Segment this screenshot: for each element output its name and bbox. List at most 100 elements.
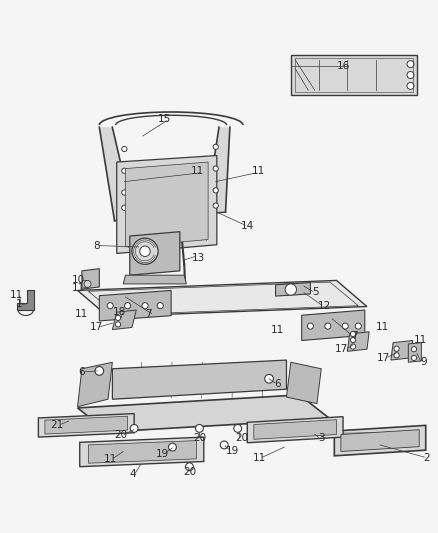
Text: 17: 17: [335, 344, 348, 354]
Circle shape: [116, 322, 120, 327]
Polygon shape: [117, 156, 217, 254]
Circle shape: [350, 344, 356, 349]
Polygon shape: [125, 162, 208, 247]
Polygon shape: [341, 430, 419, 451]
Circle shape: [122, 190, 127, 195]
Polygon shape: [302, 310, 365, 341]
Circle shape: [195, 424, 203, 432]
Text: 3: 3: [318, 433, 325, 443]
Polygon shape: [82, 269, 99, 289]
Text: 11: 11: [103, 454, 117, 464]
Circle shape: [307, 323, 314, 329]
Polygon shape: [39, 414, 134, 437]
Text: 11: 11: [191, 166, 204, 176]
Text: 20: 20: [183, 467, 196, 477]
Circle shape: [234, 424, 242, 432]
Circle shape: [350, 337, 356, 343]
Circle shape: [342, 323, 348, 329]
Circle shape: [124, 303, 131, 309]
Circle shape: [122, 147, 127, 151]
Text: 19: 19: [156, 449, 169, 458]
Polygon shape: [286, 362, 321, 403]
Polygon shape: [88, 441, 196, 463]
Text: 11: 11: [72, 283, 85, 293]
Text: 11: 11: [75, 309, 88, 319]
Polygon shape: [45, 416, 127, 434]
Text: 20: 20: [114, 430, 127, 440]
Circle shape: [132, 238, 158, 264]
Circle shape: [213, 144, 219, 149]
Circle shape: [142, 303, 148, 309]
Text: 12: 12: [318, 301, 331, 311]
Text: 6: 6: [78, 367, 85, 377]
Text: 16: 16: [336, 61, 350, 71]
Polygon shape: [206, 127, 230, 212]
Text: 10: 10: [72, 274, 85, 285]
Polygon shape: [99, 290, 171, 321]
Circle shape: [84, 280, 91, 287]
Circle shape: [394, 353, 399, 358]
Circle shape: [213, 203, 219, 208]
Text: 18: 18: [113, 307, 127, 317]
Circle shape: [157, 303, 163, 309]
Circle shape: [411, 356, 417, 360]
Circle shape: [407, 83, 414, 90]
Circle shape: [116, 315, 120, 320]
Circle shape: [169, 443, 177, 451]
Text: 15: 15: [158, 114, 171, 124]
Text: 11: 11: [375, 322, 389, 333]
Polygon shape: [113, 360, 286, 399]
Circle shape: [325, 323, 331, 329]
Polygon shape: [334, 425, 426, 456]
Polygon shape: [115, 212, 226, 221]
Text: 20: 20: [193, 433, 206, 443]
Circle shape: [130, 424, 138, 432]
Polygon shape: [254, 419, 336, 439]
Text: 2: 2: [424, 453, 431, 463]
Circle shape: [95, 367, 104, 375]
Text: 11: 11: [252, 453, 266, 463]
Text: 11: 11: [413, 335, 427, 345]
Polygon shape: [113, 310, 136, 329]
Text: 11: 11: [271, 325, 284, 335]
Text: 4: 4: [130, 469, 136, 479]
Text: 8: 8: [93, 240, 99, 251]
Polygon shape: [123, 275, 186, 284]
Text: 17: 17: [90, 322, 103, 333]
Circle shape: [407, 71, 414, 78]
Circle shape: [355, 323, 361, 329]
Text: 5: 5: [312, 287, 319, 297]
Polygon shape: [78, 395, 330, 432]
Circle shape: [394, 346, 399, 351]
Text: 14: 14: [240, 221, 254, 231]
Polygon shape: [17, 290, 34, 310]
Circle shape: [265, 375, 273, 383]
Circle shape: [185, 463, 193, 471]
Text: 20: 20: [235, 433, 248, 443]
Polygon shape: [391, 341, 413, 360]
Circle shape: [122, 168, 127, 173]
Polygon shape: [99, 127, 134, 221]
Circle shape: [213, 166, 219, 171]
Polygon shape: [276, 282, 311, 296]
Polygon shape: [347, 332, 369, 351]
Circle shape: [220, 441, 228, 449]
Circle shape: [285, 284, 297, 295]
Polygon shape: [247, 417, 343, 443]
Circle shape: [107, 303, 113, 309]
Text: 6: 6: [275, 378, 281, 389]
Circle shape: [407, 61, 414, 68]
Text: 7: 7: [351, 331, 358, 341]
Text: 9: 9: [420, 357, 427, 367]
Text: 19: 19: [226, 447, 240, 456]
Circle shape: [213, 188, 219, 193]
Circle shape: [122, 205, 127, 211]
Polygon shape: [408, 343, 421, 362]
Text: 11: 11: [10, 290, 23, 300]
Polygon shape: [291, 55, 417, 94]
Circle shape: [350, 332, 356, 336]
Text: 21: 21: [50, 420, 64, 430]
Polygon shape: [80, 437, 204, 467]
Text: 7: 7: [145, 309, 152, 319]
Polygon shape: [78, 362, 113, 407]
